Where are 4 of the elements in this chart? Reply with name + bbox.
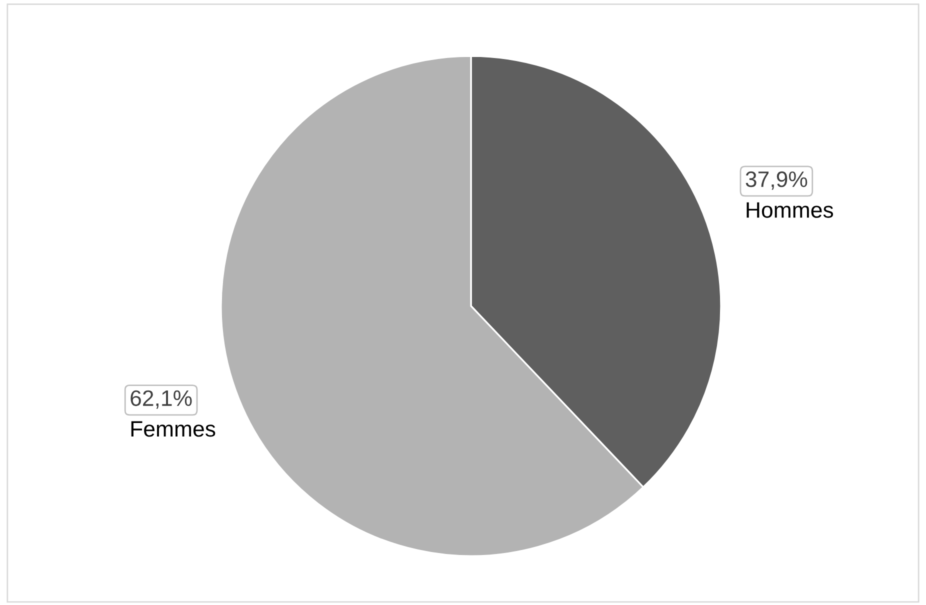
slice-label: Hommes <box>746 202 834 218</box>
data-label: 37,9% <box>746 171 808 190</box>
data-label: 62,1% <box>130 390 192 409</box>
legend-label: Femmes <box>131 421 216 437</box>
